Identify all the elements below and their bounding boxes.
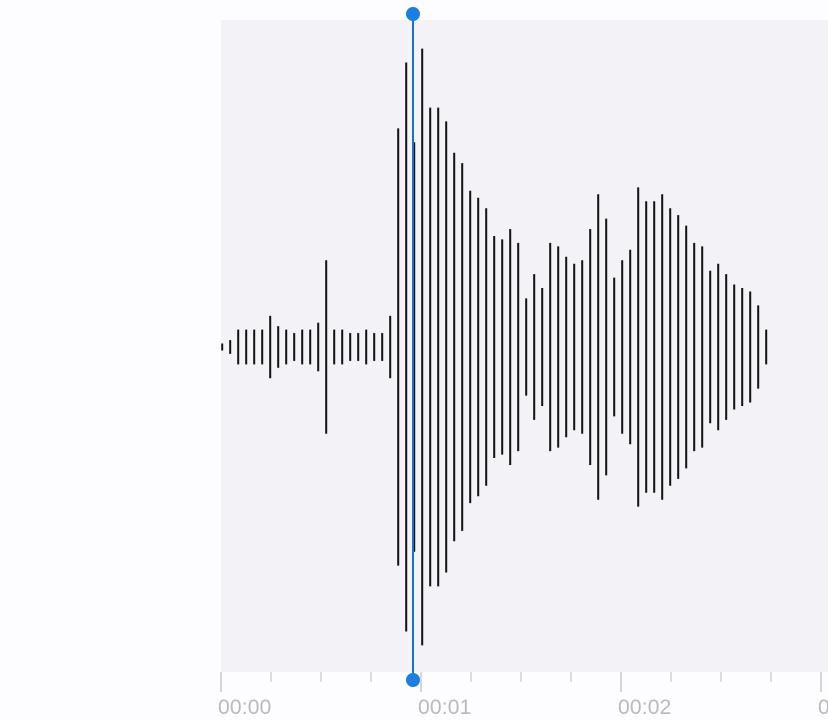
playhead-top-handle[interactable] [406,7,420,21]
playhead-bottom-handle[interactable] [406,673,420,687]
timeline-ticks [220,672,822,692]
left-empty-pane [0,0,221,720]
timeline-label: 00:01 [418,696,472,719]
timeline-label: 00:02 [618,696,672,719]
playhead-line[interactable] [412,14,414,680]
timeline-label: 00:00 [218,696,272,719]
timeline-label: 0 [818,696,828,719]
waveform-bars [221,48,768,646]
